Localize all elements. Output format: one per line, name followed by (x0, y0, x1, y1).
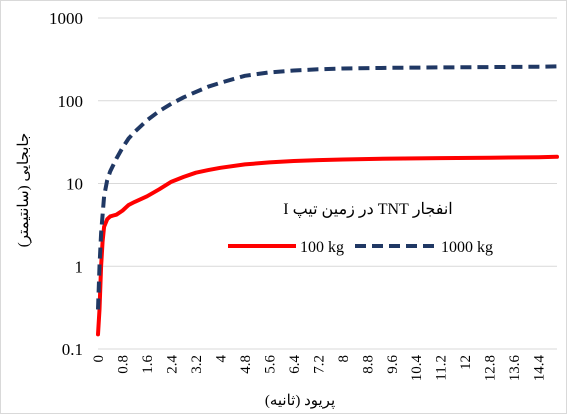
x-tick-label: 9.6 (385, 355, 401, 374)
legend-label-100kg: 100 kg (300, 239, 344, 256)
x-tick-label: 8 (336, 355, 352, 363)
y-tick-label: 10 (66, 175, 83, 194)
x-tick-label: 0 (91, 355, 107, 363)
legend-title: انفجار TNT در زمین تیپ I (283, 201, 453, 218)
x-tick-label: 10.4 (409, 355, 425, 382)
series-layer (96, 64, 559, 337)
x-tick-label: 8.8 (360, 355, 376, 374)
y-tick-label: 1 (75, 257, 84, 276)
x-tick-label: 14.4 (532, 355, 548, 382)
x-tick-label: 5.6 (262, 355, 278, 374)
y-tick-labels: 0.1 1 10 100 1000 (49, 9, 83, 359)
x-tick-label: 4.8 (238, 355, 254, 374)
x-tick-label: 1.6 (140, 355, 156, 374)
x-tick-label: 0.8 (115, 355, 131, 374)
x-tick-labels: 0 0.8 1.6 2.4 3.2 4 4.8 5.6 6.4 7.2 8 8.8 9.6 10.4 11.… (91, 355, 548, 382)
y-axis-title: جابجایی (سانتیمتر) (16, 133, 32, 248)
legend-label-1000kg: 1000 kg (441, 239, 493, 256)
y-tick-label: 100 (58, 92, 84, 111)
gridlines (98, 17, 557, 267)
x-axis-title: پریود (ثانیه) (265, 393, 335, 409)
x-tick-label: 13.6 (507, 355, 523, 382)
x-tick-label: 12.8 (483, 355, 499, 381)
x-tick-label: 3.2 (189, 355, 205, 374)
legend: انفجار TNT در زمین تیپ I 100 kg 1000 kg (228, 201, 493, 256)
series-line-1000kg (96, 64, 558, 310)
x-tick-label: 6.4 (287, 355, 303, 374)
series-line-100kg (96, 154, 559, 337)
x-tick-label: 7.2 (311, 355, 327, 374)
y-tick-label: 1000 (49, 9, 83, 28)
x-tick-label: 11.2 (434, 355, 450, 381)
x-tick-label: 12 (458, 355, 474, 370)
x-tick-label: 2.4 (164, 355, 180, 374)
y-tick-label: 0.1 (62, 340, 83, 359)
x-tick-label: 4 (213, 355, 229, 363)
